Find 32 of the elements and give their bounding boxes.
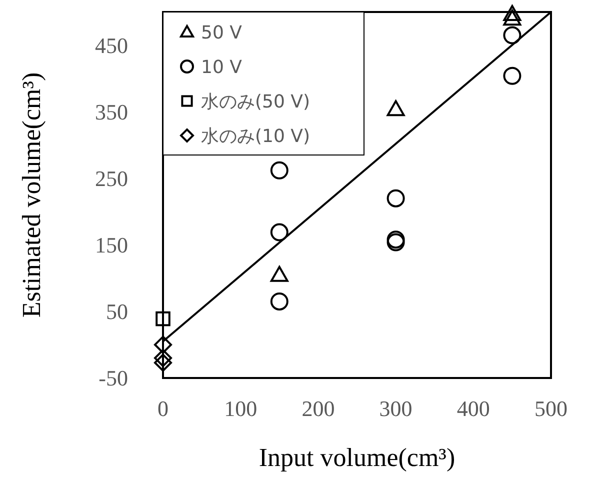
x-tick-label: 300 (379, 396, 412, 421)
x-tick-label: 0 (158, 396, 168, 421)
x-tick-label: 500 (534, 396, 568, 421)
point (156, 311, 170, 326)
point (270, 266, 288, 282)
point (154, 354, 172, 372)
point (386, 189, 405, 208)
point (270, 223, 288, 242)
x-axis-title: Input volume(cm³) (258, 443, 456, 472)
y-tick-label: -50 (98, 366, 128, 391)
point (503, 10, 522, 26)
point (154, 349, 172, 368)
point (270, 161, 288, 180)
x-tick-label: 400 (456, 396, 490, 421)
y-tick-label: 150 (95, 232, 128, 258)
point (503, 26, 522, 44)
point (503, 4, 522, 21)
point (386, 100, 405, 116)
y-axis-title: Estimated volume(cm³) (17, 72, 46, 318)
point (503, 66, 522, 85)
legend-label: 10 V (201, 56, 243, 78)
legend-label: 50 V (201, 22, 243, 44)
legend-label: 水のみ(10 V) (201, 126, 310, 147)
y-tick-label: 450 (95, 32, 128, 58)
legend-label: 水のみ(50 V) (201, 91, 310, 112)
y-tick-label: 50 (106, 299, 128, 324)
x-tick-label: 100 (224, 396, 258, 421)
x-tick-label: 200 (302, 396, 335, 421)
point (154, 336, 172, 354)
y-tick-label: 250 (95, 166, 128, 192)
point (270, 292, 288, 310)
y-tick-label: 350 (95, 100, 128, 125)
